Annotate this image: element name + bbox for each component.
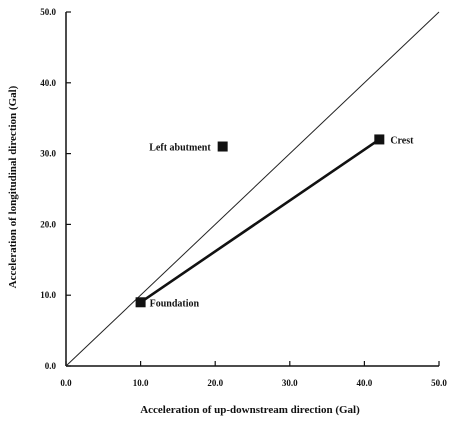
x-axis-title: Acceleration of up-downstream direction … <box>140 404 360 416</box>
data-point-foundation <box>135 297 146 308</box>
point-label-crest: Crest <box>390 135 414 146</box>
y-tick-label: 10.0 <box>40 290 56 300</box>
point-label-foundation: Foundation <box>150 298 200 309</box>
y-tick-label: 30.0 <box>40 149 56 159</box>
data-point-crest <box>374 134 385 145</box>
x-tick-label: 0.0 <box>60 378 72 388</box>
y-tick-label: 20.0 <box>40 219 56 229</box>
y-tick-label: 50.0 <box>40 7 56 17</box>
lines <box>65 11 440 367</box>
data-point-left-abutment <box>217 141 228 152</box>
x-tick-label: 30.0 <box>282 378 298 388</box>
points <box>135 134 385 308</box>
labels: Foundation Left abutment Crest <box>149 135 414 309</box>
connector-line <box>139 138 381 304</box>
reference-line <box>65 11 440 367</box>
x-tick-label: 50.0 <box>431 378 447 388</box>
x-tick-label: 10.0 <box>133 378 149 388</box>
point-label-left-abutment: Left abutment <box>149 143 211 154</box>
y-axis-title: Acceleration of longitudinal direction (… <box>7 85 19 288</box>
x-tick-label: 40.0 <box>357 378 373 388</box>
axes <box>65 12 439 367</box>
y-tick-label: 0.0 <box>45 361 57 371</box>
ticks: 0.0 10.0 20.0 30.0 40.0 50.0 0.0 10.0 20.0 30.0 40… <box>40 7 447 388</box>
y-tick-label: 40.0 <box>40 78 56 88</box>
x-tick-label: 20.0 <box>207 378 223 388</box>
